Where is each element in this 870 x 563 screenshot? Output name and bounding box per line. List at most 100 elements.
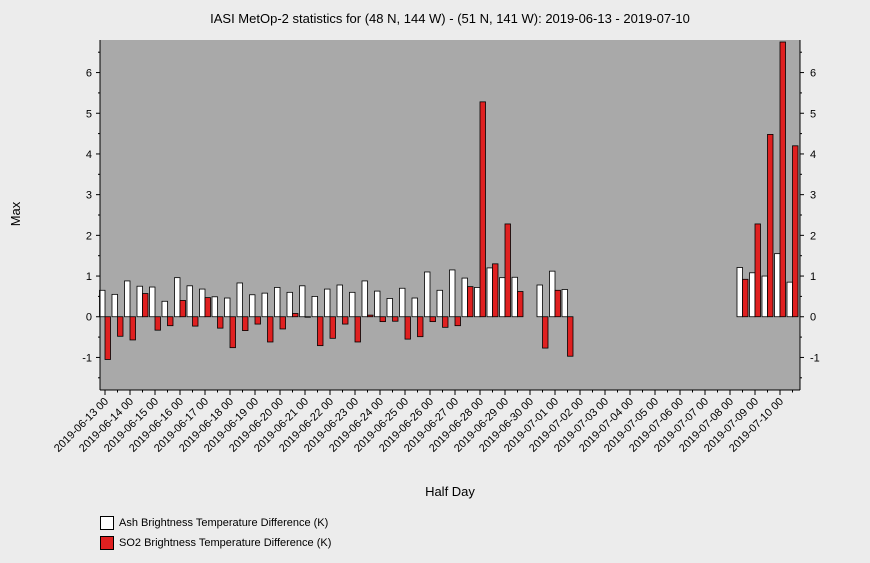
so2-bar [279,316,286,330]
ash-bar [561,289,568,318]
so2-bar [754,223,761,318]
ash-bar [136,285,143,318]
legend-label-so2: SO2 Brightness Temperature Difference (K… [119,537,332,549]
so2-bar [554,289,561,318]
so2-bar [129,316,136,341]
so2-bar [104,316,111,360]
so2-bar [504,223,511,318]
so2-bar [167,316,174,327]
y-tick-label-right: 2 [810,230,816,242]
ash-bar [286,291,293,318]
so2-bar [517,291,524,318]
y-tick-label: -1 [82,352,92,364]
so2-bar [329,316,336,339]
so2-bar [454,316,461,327]
ash-bar [786,281,793,318]
so2-bar [292,313,299,318]
so2-bar [567,316,574,357]
ash-bar [186,285,193,318]
legend-swatch-so2 [100,536,114,550]
ash-bar [736,267,743,318]
so2-bar [179,300,186,318]
legend-swatch-ash [100,516,114,530]
ash-bar [261,292,268,318]
ash-bar [424,271,431,318]
legend-item-ash[interactable]: Ash Brightness Temperature Difference (K… [100,513,331,533]
ash-bar [274,287,281,318]
so2-bar [742,278,749,318]
ash-bar [336,284,343,318]
ash-bar [411,297,418,318]
y-tick-label: 5 [86,108,92,120]
y-axis-label: Max [8,201,23,226]
ash-bar [461,277,468,318]
y-tick-label: 4 [86,149,92,161]
so2-bar [392,316,399,322]
ash-bar [774,253,781,318]
so2-bar [254,316,261,325]
legend-label-ash: Ash Brightness Temperature Difference (K… [119,517,329,529]
y-tick-label-right: 1 [810,271,816,283]
so2-bar [192,316,199,327]
y-tick-label-right: 4 [810,149,816,161]
ash-bar [749,272,756,318]
ash-bar [124,280,131,318]
ash-bar [311,295,318,318]
ash-bar [361,280,368,318]
x-axis-label: Half Day [425,484,475,499]
y-tick-label-right: 6 [810,68,816,80]
so2-bar [417,316,424,338]
so2-bar [317,316,324,347]
ash-bar [211,296,218,318]
ash-bar [161,300,168,318]
ash-bar [386,298,393,318]
y-tick-label-right: 5 [810,108,816,120]
ash-bar [486,267,493,318]
ash-bar [224,297,231,318]
ash-bar [324,288,331,318]
so2-bar [142,293,149,318]
ash-bar [761,275,768,318]
so2-bar [204,297,211,318]
so2-bar [267,316,274,343]
so2-bar [492,263,499,318]
ash-bar [511,276,518,318]
ash-bar [349,291,356,318]
chart-title: IASI MetOp-2 statistics for (48 N, 144 W… [210,11,690,26]
legend-item-so2[interactable]: SO2 Brightness Temperature Difference (K… [100,533,331,553]
so2-bar [304,316,311,318]
so2-bar [467,286,474,318]
ash-bar [499,277,506,318]
so2-bar [479,101,486,318]
y-tick-label-right: -1 [810,352,820,364]
so2-bar [442,316,449,328]
ash-bar [374,290,381,318]
so2-bar [429,316,436,323]
so2-bar [792,145,799,318]
ash-bar [199,288,206,318]
y-tick-label-right: 3 [810,190,816,202]
ash-bar [474,287,481,318]
so2-bar [242,316,249,331]
so2-bar [117,316,124,337]
plot-background [100,40,800,390]
so2-bar [229,316,236,349]
so2-bar [779,41,786,318]
ash-bar [236,282,243,318]
y-tick-label: 2 [86,230,92,242]
ash-bar [436,289,443,318]
so2-bar [379,316,386,323]
ash-bar [149,286,156,318]
ash-bar [449,269,456,318]
y-tick-label-right: 0 [810,312,816,324]
so2-bar [367,314,374,318]
so2-bar [217,316,224,329]
so2-bar [154,316,161,331]
so2-bar [354,316,361,343]
ash-bar [549,270,556,318]
so2-bar [542,316,549,349]
ash-bar [399,287,406,318]
ash-bar [111,293,118,318]
